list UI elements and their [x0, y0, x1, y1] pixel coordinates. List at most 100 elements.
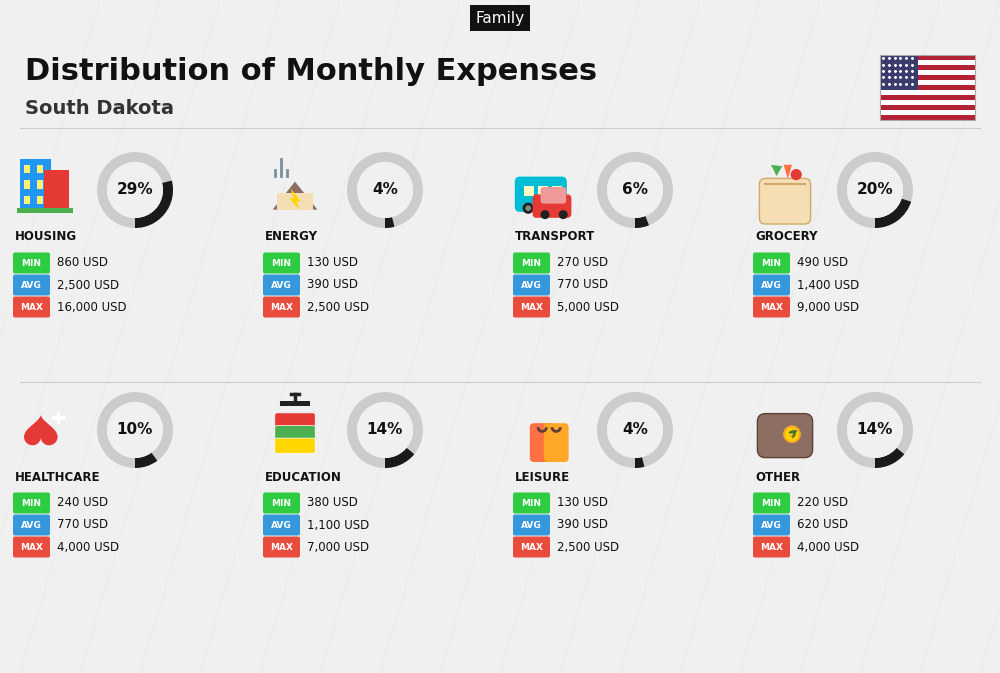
Circle shape: [107, 162, 163, 218]
Text: AVG: AVG: [521, 281, 542, 289]
Text: AVG: AVG: [521, 520, 542, 530]
FancyBboxPatch shape: [275, 413, 315, 428]
FancyBboxPatch shape: [513, 514, 550, 536]
FancyBboxPatch shape: [513, 536, 550, 557]
Text: MAX: MAX: [270, 542, 293, 551]
Wedge shape: [875, 199, 911, 228]
FancyBboxPatch shape: [37, 180, 43, 188]
FancyBboxPatch shape: [753, 297, 790, 318]
Text: South Dakota: South Dakota: [25, 98, 174, 118]
FancyBboxPatch shape: [880, 55, 918, 90]
FancyBboxPatch shape: [24, 165, 30, 173]
Text: 16,000 USD: 16,000 USD: [57, 301, 127, 314]
Wedge shape: [837, 152, 913, 228]
FancyBboxPatch shape: [753, 275, 790, 295]
Wedge shape: [875, 448, 904, 468]
FancyBboxPatch shape: [880, 115, 975, 120]
Circle shape: [523, 203, 534, 214]
FancyBboxPatch shape: [13, 297, 50, 318]
Wedge shape: [97, 392, 173, 468]
FancyBboxPatch shape: [533, 194, 571, 218]
FancyBboxPatch shape: [538, 186, 548, 196]
Text: 130 USD: 130 USD: [557, 497, 608, 509]
FancyBboxPatch shape: [13, 252, 50, 273]
FancyBboxPatch shape: [753, 493, 790, 513]
FancyBboxPatch shape: [277, 192, 313, 209]
Text: 130 USD: 130 USD: [307, 256, 358, 269]
Text: 14%: 14%: [857, 423, 893, 437]
Text: 380 USD: 380 USD: [307, 497, 358, 509]
FancyBboxPatch shape: [530, 423, 555, 462]
FancyBboxPatch shape: [17, 208, 73, 213]
Text: MAX: MAX: [520, 542, 543, 551]
Text: 29%: 29%: [117, 182, 153, 197]
Text: 1,400 USD: 1,400 USD: [797, 279, 859, 291]
Text: MIN: MIN: [522, 499, 542, 507]
Text: ENERGY: ENERGY: [265, 230, 318, 244]
Text: MIN: MIN: [762, 499, 782, 507]
FancyBboxPatch shape: [753, 536, 790, 557]
Text: GROCERY: GROCERY: [755, 230, 818, 244]
Text: LEISURE: LEISURE: [515, 470, 570, 483]
Text: MIN: MIN: [522, 258, 542, 267]
Text: 390 USD: 390 USD: [557, 518, 608, 532]
Text: Distribution of Monthly Expenses: Distribution of Monthly Expenses: [25, 57, 597, 87]
Text: 770 USD: 770 USD: [57, 518, 108, 532]
Text: 10%: 10%: [117, 423, 153, 437]
Text: 4,000 USD: 4,000 USD: [57, 540, 119, 553]
FancyBboxPatch shape: [13, 493, 50, 513]
Text: 4,000 USD: 4,000 USD: [797, 540, 859, 553]
Text: HEALTHCARE: HEALTHCARE: [15, 470, 100, 483]
FancyBboxPatch shape: [280, 400, 310, 406]
Text: OTHER: OTHER: [755, 470, 800, 483]
FancyBboxPatch shape: [263, 252, 300, 273]
Text: EDUCATION: EDUCATION: [265, 470, 342, 483]
Circle shape: [607, 402, 663, 458]
Text: MAX: MAX: [760, 302, 783, 312]
FancyBboxPatch shape: [757, 414, 813, 458]
Polygon shape: [24, 415, 58, 446]
Text: 240 USD: 240 USD: [57, 497, 108, 509]
Text: 5,000 USD: 5,000 USD: [557, 301, 619, 314]
FancyBboxPatch shape: [263, 536, 300, 557]
Circle shape: [541, 210, 549, 219]
FancyBboxPatch shape: [880, 95, 975, 100]
Text: MAX: MAX: [520, 302, 543, 312]
Circle shape: [107, 402, 163, 458]
Text: 620 USD: 620 USD: [797, 518, 848, 532]
Circle shape: [847, 402, 903, 458]
FancyBboxPatch shape: [880, 100, 975, 105]
FancyBboxPatch shape: [513, 493, 550, 513]
FancyBboxPatch shape: [52, 416, 65, 420]
Circle shape: [559, 210, 568, 219]
Text: MAX: MAX: [760, 542, 783, 551]
FancyBboxPatch shape: [37, 165, 43, 173]
Text: MAX: MAX: [20, 302, 43, 312]
FancyBboxPatch shape: [44, 170, 69, 209]
FancyBboxPatch shape: [24, 180, 30, 188]
FancyBboxPatch shape: [513, 297, 550, 318]
Text: 1,100 USD: 1,100 USD: [307, 518, 369, 532]
Polygon shape: [289, 188, 301, 209]
FancyBboxPatch shape: [13, 536, 50, 557]
Text: 2,500 USD: 2,500 USD: [307, 301, 369, 314]
Wedge shape: [385, 217, 394, 228]
Text: 4%: 4%: [372, 182, 398, 197]
Wedge shape: [347, 152, 423, 228]
Text: AVG: AVG: [761, 281, 782, 289]
FancyBboxPatch shape: [552, 186, 562, 196]
FancyBboxPatch shape: [880, 85, 975, 90]
Wedge shape: [385, 448, 414, 468]
FancyBboxPatch shape: [880, 90, 975, 95]
Text: 6%: 6%: [622, 182, 648, 197]
Polygon shape: [771, 165, 782, 176]
Text: AVG: AVG: [21, 281, 42, 289]
FancyBboxPatch shape: [13, 514, 50, 536]
Text: AVG: AVG: [21, 520, 42, 530]
Text: 490 USD: 490 USD: [797, 256, 848, 269]
Text: AVG: AVG: [761, 520, 782, 530]
Circle shape: [357, 162, 413, 218]
Text: MIN: MIN: [22, 499, 42, 507]
Circle shape: [607, 162, 663, 218]
FancyBboxPatch shape: [20, 160, 51, 209]
